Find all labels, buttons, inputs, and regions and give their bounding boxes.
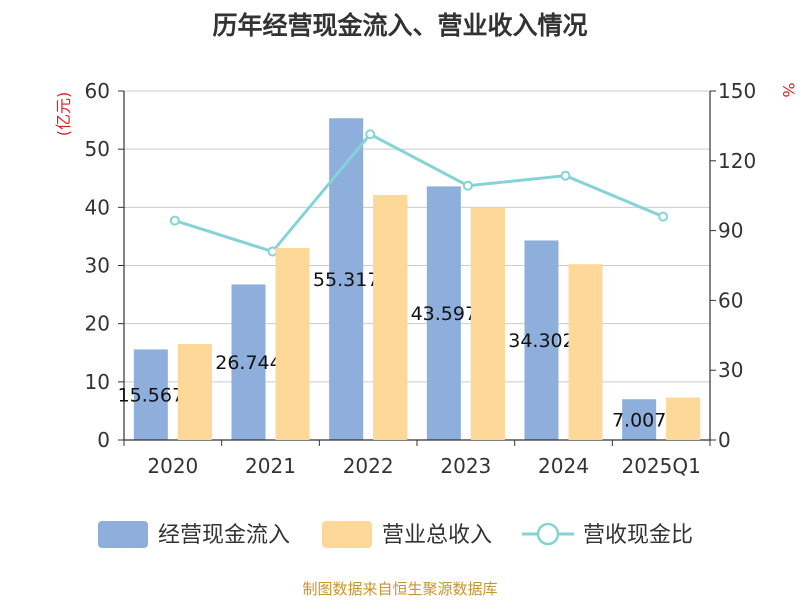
legend-revenue-swatch [322,521,372,548]
ratio-point [267,246,278,257]
legend-cash-inflow-swatch [98,521,148,548]
revenue-bar-overlay [568,264,603,440]
left-axis-tick-label: 60 [85,79,110,103]
legend-revenue-label: 营业总收入 [382,523,492,548]
right-axis-tick-label: 60 [718,288,743,312]
legend: 经营现金流入 营业总收入 营收现金比 [98,521,693,548]
right-axis-unit: % [779,82,798,97]
right-axis-tick-label: 0 [718,428,731,452]
cash-inflow-bar [524,240,559,440]
bars [133,118,701,441]
cash-inflow-data-label: 15.567 [118,385,184,407]
cash-inflow-bar [329,118,364,441]
cash-inflow-bar [426,186,461,440]
cash-inflow-bar [622,399,657,440]
source-note: 制图数据来自恒生聚源数据库 [302,580,498,598]
x-axis-tick-label: 2023 [440,454,491,478]
cash-inflow-data-label: 55.317 [313,269,379,291]
legend-ratio-label: 营收现金比 [583,523,693,548]
x-axis-tick-label: 2020 [147,454,198,478]
cash-inflow-bar [231,284,266,440]
x-axis-tick-label: 2022 [343,454,394,478]
cash-inflow-data-label: 43.597 [411,303,477,325]
left-axis-tick-label: 40 [85,195,110,219]
right-axis-tick-label: 120 [718,149,756,173]
ratio-point [169,215,180,226]
ratio-line [169,129,669,257]
ratio-point [462,180,473,191]
ratio-point [560,170,571,181]
right-axis-tick-label: 150 [718,79,756,103]
ratio-point [365,129,376,140]
ratio-line-path [174,132,664,254]
revenue-bar-overlay [373,195,408,440]
chart-title: 历年经营现金流入、营业收入情况 [212,11,588,40]
cash-inflow-data-label: 7.007 [612,410,666,432]
right-axis-tick-label: 30 [718,358,743,382]
cash-inflow-data-label: 26.744 [215,352,281,374]
x-axis-tick-label: 2024 [538,454,589,478]
revenue-bar-overlay [177,344,212,440]
left-axis-tick-label: 0 [97,428,110,452]
left-axis-tick-label: 20 [85,312,110,336]
grid-lines [124,90,710,383]
cash-inflow-data-label: 34.302 [508,330,574,352]
left-axis-tick-label: 30 [85,254,110,278]
cash-inflow-bar [133,349,168,440]
revenue-bar-overlay [666,397,701,440]
legend-cash-inflow-label: 经营现金流入 [158,523,290,548]
data-labels: 15.567 26.744 55.317 43.597 34.302 7.007 [118,195,701,440]
x-axis-tick-label: 2021 [245,454,296,478]
left-axis-unit: (亿元) [54,92,73,137]
right-axis-tick-label: 90 [718,219,743,243]
revenue-bar-overlay [470,207,505,440]
ratio-point [658,211,669,222]
revenue-bar-overlay [275,248,310,440]
axes: 0 10 20 30 40 50 60 0 30 60 90 120 150 (亿元)% 2020 2021 2… [54,79,798,478]
left-axis-tick-label: 50 [85,137,110,161]
legend-ratio-marker [536,522,560,546]
left-axis-tick-label: 10 [85,370,110,394]
x-axis-tick-label: 2025Q1 [621,454,700,478]
